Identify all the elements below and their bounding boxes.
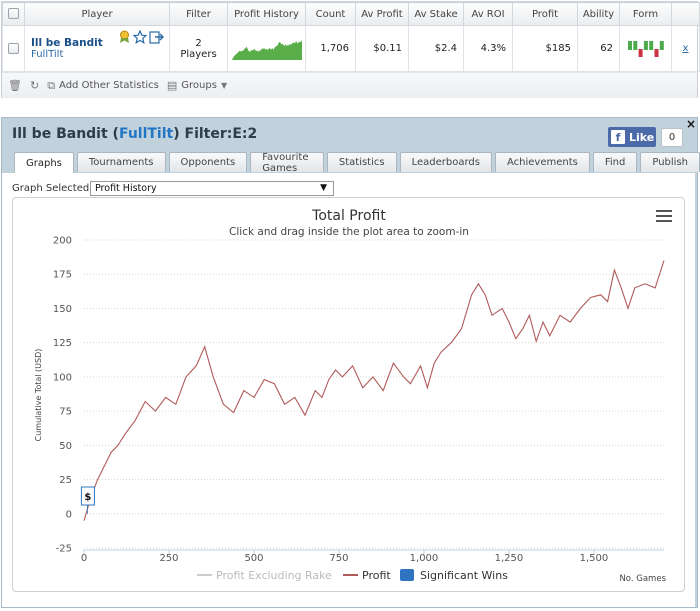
av-profit-cell: $0.11 — [355, 25, 409, 72]
graph-select-value: Profit History — [95, 183, 157, 194]
profit-history-sparkline[interactable] — [231, 38, 302, 60]
tab-graphs[interactable]: Graphs — [14, 152, 74, 173]
export-icon[interactable] — [149, 30, 164, 44]
player-actions — [118, 30, 164, 44]
profile-title-site[interactable]: FullTilt — [118, 126, 174, 142]
facebook-like-count: 0 — [661, 128, 683, 147]
facebook-icon: f — [611, 130, 625, 144]
player-cell: Ill be Bandit FullTilt — [24, 25, 170, 72]
tab-leaderboards[interactable]: Leaderboards — [399, 152, 492, 172]
row-select-cell[interactable] — [2, 25, 25, 72]
award-icon — [120, 30, 129, 43]
column-header-remove — [671, 2, 700, 26]
profit-cell: $185 — [512, 25, 578, 72]
graph-select-dropdown[interactable]: Profit History ▼ — [90, 181, 334, 196]
remove-cell: x — [671, 25, 700, 72]
player-site: FullTilt — [31, 49, 64, 60]
select-all-header[interactable] — [2, 2, 25, 26]
column-header-profit[interactable]: Profit — [512, 2, 578, 26]
column-header-count[interactable]: Count — [305, 2, 356, 26]
player-name-link[interactable]: Ill be Bandit — [31, 37, 103, 49]
table-row: Ill be Bandit FullTilt 2 Players 1,706 $… — [2, 25, 700, 72]
sparkline-area — [231, 39, 302, 60]
column-header-av-roi[interactable]: Av ROI — [463, 2, 513, 26]
tab-opponents[interactable]: Opponents — [168, 152, 248, 172]
groups-label: Groups — [181, 80, 217, 91]
groups-icon: ▤ — [166, 79, 178, 92]
tab-tournaments[interactable]: Tournaments — [76, 152, 166, 172]
column-header-form[interactable]: Form — [619, 2, 672, 26]
filter-count: 2 — [195, 37, 202, 49]
profile-title-filter: ) Filter:E:2 — [173, 126, 258, 142]
graph-selected-label: Graph Selected: — [12, 183, 93, 194]
column-header-av-stake[interactable]: Av Stake — [408, 2, 464, 26]
form-bar-loss — [654, 48, 658, 57]
chart-container[interactable] — [12, 197, 685, 592]
table-header-row: Player Filter Profit History Count Av Pr… — [2, 2, 700, 26]
form-chart — [627, 40, 664, 57]
favourite-star-icon[interactable] — [133, 30, 147, 44]
dropdown-arrow-icon: ▼ — [320, 183, 327, 193]
form-bar-win — [643, 40, 648, 50]
av-stake-cell: $2.4 — [408, 25, 464, 72]
groups-dropdown[interactable]: ▤ Groups ▼ — [167, 79, 227, 92]
tab-favourite-games[interactable]: Favourite Games — [250, 152, 324, 174]
form-bar-win — [659, 40, 664, 50]
trash-icon[interactable]: 🗑 — [8, 79, 22, 92]
stats-toolbar: 🗑 ↻ ⧉ Add Other Statistics ▤ Groups ▼ — [2, 72, 697, 98]
count-cell: 1,706 — [305, 25, 356, 72]
tab-achievements[interactable]: Achievements — [494, 152, 590, 172]
add-other-statistics-button[interactable]: ⧉ Add Other Statistics — [47, 79, 159, 93]
chart-menu-icon[interactable] — [656, 210, 672, 222]
column-header-av-profit[interactable]: Av Profit — [355, 2, 409, 26]
form-bar-win — [632, 40, 637, 50]
form-bar-win — [627, 40, 632, 50]
column-header-filter[interactable]: Filter — [169, 2, 228, 26]
ability-cell: 62 — [577, 25, 620, 72]
remove-player-link[interactable]: x — [682, 43, 689, 54]
select-all-checkbox[interactable] — [8, 8, 19, 20]
column-header-profit-history[interactable]: Profit History — [227, 2, 306, 26]
profile-title-player: Ill be Bandit ( — [12, 126, 119, 142]
chevron-down-icon: ▼ — [220, 81, 228, 90]
form-bar-loss — [638, 48, 643, 57]
player-stats-table: Player Filter Profit History Count Av Pr… — [1, 1, 700, 98]
column-header-player[interactable]: Player — [24, 2, 170, 26]
close-panel-button[interactable]: × — [685, 117, 696, 131]
facebook-like-label: Like — [629, 130, 655, 144]
refresh-icon[interactable]: ↻ — [29, 79, 40, 92]
profile-tabs: Graphs Tournaments Opponents Favourite G… — [14, 152, 700, 174]
add-stats-icon: ⧉ — [47, 78, 56, 92]
filter-cell: 2 Players — [169, 25, 228, 72]
row-checkbox[interactable] — [8, 42, 19, 54]
facebook-like-button[interactable]: f Like — [608, 127, 656, 147]
tab-find[interactable]: Find — [592, 152, 638, 172]
av-roi-cell: 4.3% — [463, 25, 513, 72]
add-other-statistics-label: Add Other Statistics — [59, 80, 159, 91]
filter-type: Players — [180, 48, 217, 60]
tab-publish[interactable]: Publish — [640, 152, 700, 172]
form-cell — [619, 25, 672, 72]
column-header-ability[interactable]: Ability — [577, 2, 620, 26]
tab-statistics[interactable]: Statistics — [326, 152, 397, 172]
profit-history-cell[interactable] — [227, 25, 306, 72]
form-bar-win — [648, 40, 653, 50]
profile-title: Ill be Bandit (FullTilt) Filter:E:2 — [12, 126, 257, 142]
